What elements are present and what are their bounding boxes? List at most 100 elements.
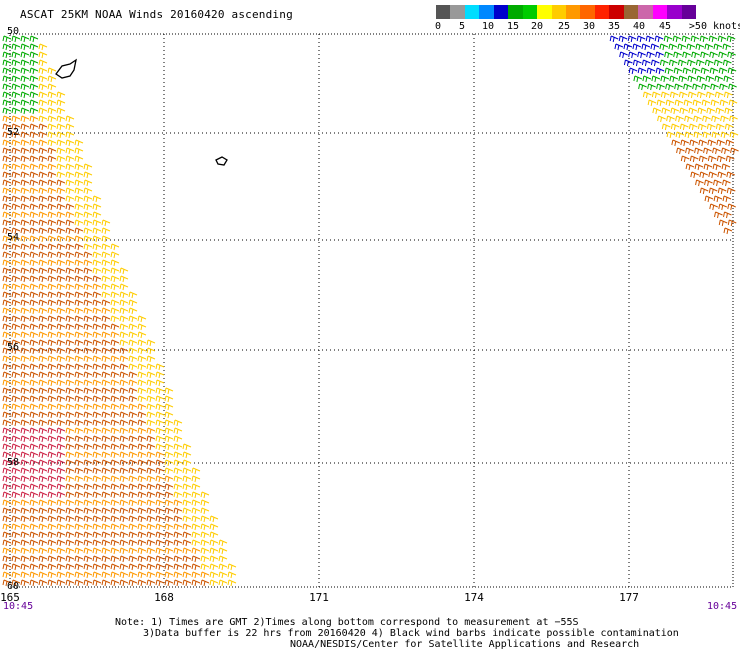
wind-barb [83,187,93,195]
legend-swatch [436,5,451,19]
wind-barb [128,411,138,419]
wind-barb [20,187,30,195]
wind-barb [728,99,738,107]
wind-barb [38,507,48,515]
wind-barb [74,579,84,587]
wind-barb [83,371,93,379]
wind-barb [718,219,728,227]
wind-barb [110,339,120,347]
wind-barb [38,451,48,459]
wind-barb [65,243,75,251]
wind-barb [65,291,75,299]
wind-barb [110,331,120,339]
wind-barb [65,307,75,315]
note-line-2: 3)Data buffer is 22 hrs from 20160420 4)… [143,628,679,639]
wind-barb [65,419,75,427]
wind-barb [47,355,57,363]
wind-barb [11,251,21,259]
wind-barb [720,131,730,139]
wind-barb [92,211,102,219]
wind-barb [119,363,129,371]
wind-barb [47,467,57,475]
wind-barb [137,339,147,347]
wind-barb [38,123,48,131]
wind-barb [707,155,717,163]
wind-barb [11,51,21,59]
wind-barb [92,507,102,515]
wind-barb [47,83,57,91]
wind-barb [92,571,102,579]
wind-barb [173,531,183,539]
wind-barb [2,219,12,227]
wind-barb [20,475,30,483]
wind-barb [101,555,111,563]
wind-barb [92,499,102,507]
wind-barb [182,459,192,467]
wind-barb [29,563,39,571]
wind-barb [65,203,75,211]
wind-barb [110,483,120,491]
wind-barb [679,107,689,115]
wind-barb [709,203,718,211]
wind-barb [191,507,201,515]
wind-barb [11,83,21,91]
wind-barb [38,59,48,67]
wind-barb [693,115,702,123]
wind-barb [38,459,48,467]
wind-barb [723,75,733,83]
wind-barb [146,579,156,587]
wind-barb [20,491,30,499]
wind-barb [128,435,138,443]
wind-barb [11,291,21,299]
wind-barb [128,419,138,427]
wind-barb [697,123,707,131]
wind-barb [182,491,192,499]
wind-barb [38,315,48,323]
wind-barb [56,355,66,363]
wind-barb [209,539,219,547]
wind-barb [650,59,660,67]
wind-barb [83,571,93,579]
wind-barb [56,299,66,307]
wind-barb [20,443,30,451]
wind-barb [11,99,21,107]
wind-barb [56,179,66,187]
wind-barb [110,435,120,443]
wind-barb [92,195,102,203]
wind-barb [128,531,138,539]
wind-barb [200,547,210,555]
wind-barb [38,403,48,411]
wind-barb [20,219,30,227]
wind-barb [11,355,21,363]
wind-barb [137,395,147,403]
wind-barb [92,283,102,291]
wind-barb [155,539,165,547]
wind-barb [38,195,48,203]
wind-barb [688,107,698,115]
wind-barb [101,403,111,411]
wind-barb [38,419,48,427]
wind-barb [38,467,48,475]
wind-barb [711,115,720,123]
wind-barb [38,187,48,195]
wind-barb [110,491,120,499]
wind-barb [155,451,165,459]
wind-barb [56,107,66,115]
wind-barb [128,563,138,571]
wind-barb [712,147,721,155]
wind-barb [11,403,21,411]
wind-barb [137,315,147,323]
wind-barb [29,139,39,147]
wind-barb [182,523,192,531]
wind-barb [47,395,57,403]
wind-barb [2,411,12,419]
lon-label-171: 171 [309,591,329,604]
wind-barb [38,347,48,355]
wind-barb [2,171,12,179]
wind-barb [65,299,75,307]
wind-barb [29,107,39,115]
wind-barb [119,467,129,475]
wind-barb [92,395,102,403]
wind-barb [74,259,84,267]
wind-barb [708,35,718,43]
